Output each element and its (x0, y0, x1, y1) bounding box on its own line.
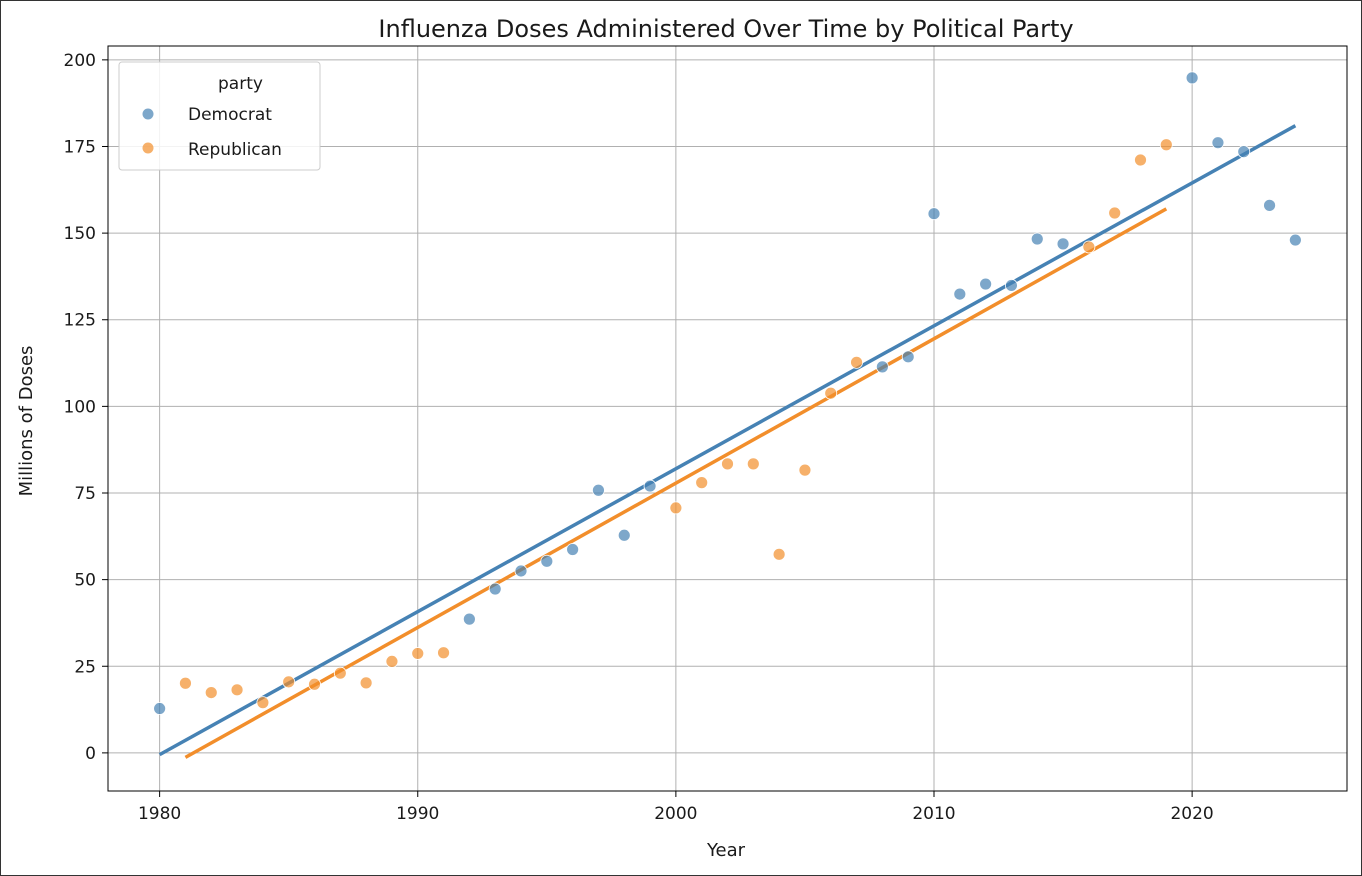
data-point-republican (721, 457, 734, 471)
data-point-republican (333, 666, 347, 680)
data-point-democrat (1288, 233, 1302, 247)
axis-ticks: 1980 1990 2000 2010 2020 0 25 50 75 100 125 150 175 2… (64, 51, 1214, 824)
x-tick-label: 2010 (912, 804, 955, 824)
legend-marker-democrat (142, 108, 154, 120)
data-point-democrat (1211, 136, 1225, 150)
data-point-republican (282, 675, 296, 689)
data-point-democrat (979, 277, 993, 291)
data-point-republican (1159, 138, 1173, 152)
y-axis-label: Millions of Doses (16, 346, 37, 497)
legend-title: party (218, 74, 263, 94)
trend-line-republican (184, 207, 1168, 759)
x-tick-label: 2020 (1170, 804, 1213, 824)
legend-label-democrat: Democrat (188, 105, 272, 125)
data-point-democrat (1030, 232, 1044, 246)
legend-box (118, 61, 321, 171)
y-tick-label: 100 (64, 397, 96, 417)
data-point-republican (1082, 240, 1096, 254)
legend: party Democrat Republican (118, 61, 321, 171)
legend-marker-republican (142, 142, 154, 154)
y-tick-label: 175 (64, 137, 96, 157)
y-tick-label: 50 (74, 571, 96, 591)
data-point-republican (179, 676, 192, 690)
plot-area-border (107, 45, 1348, 792)
y-tick-label: 75 (74, 484, 96, 504)
data-point-republican (824, 386, 838, 400)
data-point-democrat (153, 702, 167, 715)
data-point-republican (437, 646, 450, 660)
data-point-democrat (592, 483, 605, 497)
data-point-democrat (953, 287, 967, 301)
data-point-democrat (566, 543, 580, 556)
data-point-democrat (617, 528, 631, 542)
x-tick-label: 2000 (654, 804, 697, 824)
data-point-democrat (514, 564, 528, 578)
trend-line-democrat (158, 124, 1297, 757)
y-tick-label: 200 (64, 51, 96, 71)
data-point-democrat (1056, 237, 1070, 251)
data-point-democrat (488, 582, 502, 596)
x-tick-label: 1980 (138, 804, 181, 824)
y-tick-label: 0 (85, 744, 96, 764)
x-tick-label: 1990 (396, 804, 439, 824)
legend-label-republican: Republican (188, 140, 282, 160)
data-point-democrat (927, 207, 941, 221)
data-point-democrat (1005, 279, 1018, 292)
chart-title: Influenza Doses Administered Over Time b… (378, 15, 1073, 43)
data-points (153, 71, 1302, 715)
data-point-democrat (1237, 145, 1251, 159)
data-point-democrat (901, 350, 915, 364)
data-point-democrat (1263, 198, 1276, 212)
data-point-republican (230, 683, 244, 697)
data-point-republican (1134, 153, 1147, 167)
trend-lines (158, 124, 1297, 759)
data-point-democrat (540, 554, 554, 568)
data-point-republican (256, 696, 270, 710)
y-tick-label: 150 (64, 224, 96, 244)
data-point-republican (798, 463, 812, 477)
data-point-democrat (643, 479, 657, 493)
data-point-republican (385, 655, 399, 668)
data-point-democrat (1185, 71, 1199, 85)
data-point-republican (204, 686, 218, 699)
data-point-republican (308, 677, 321, 691)
data-point-republican (772, 547, 786, 561)
data-point-republican (1108, 206, 1122, 220)
data-point-republican (746, 457, 760, 471)
data-point-democrat (462, 612, 476, 626)
data-point-republican (669, 501, 683, 515)
x-axis-label: Year (706, 840, 746, 861)
data-point-democrat (875, 360, 889, 374)
y-tick-label: 25 (74, 657, 96, 677)
data-point-republican (359, 676, 373, 690)
data-point-republican (695, 476, 709, 490)
data-point-republican (411, 647, 425, 660)
data-point-republican (850, 355, 863, 369)
y-tick-label: 125 (64, 311, 96, 331)
